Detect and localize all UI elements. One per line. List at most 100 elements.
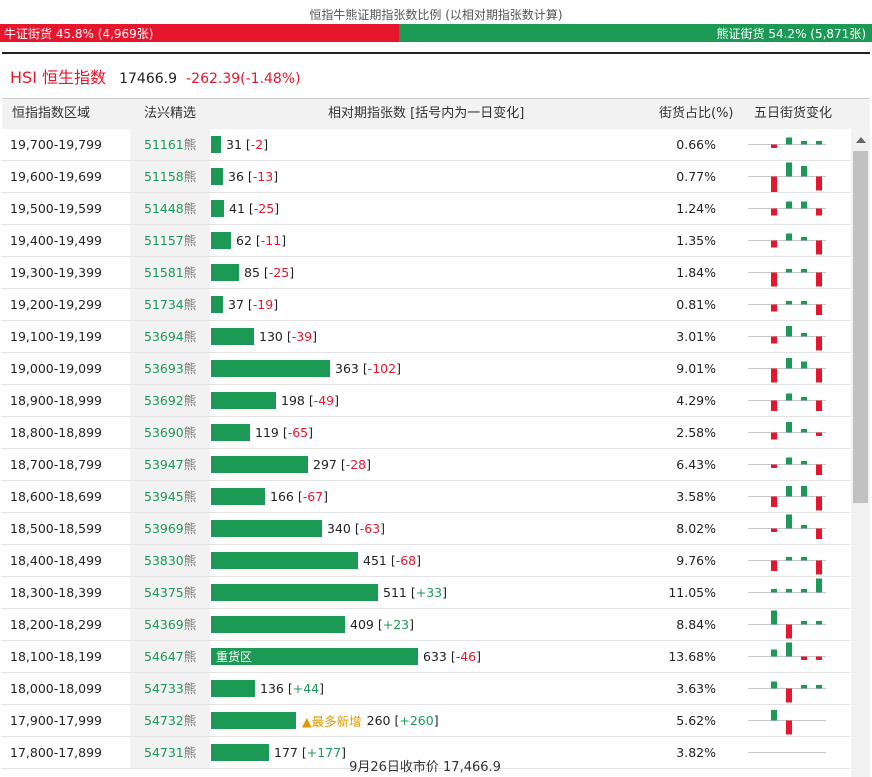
warrant-code[interactable]: 54375熊	[144, 585, 197, 600]
warrant-code[interactable]: 51581熊	[144, 265, 197, 280]
share-percent: 0.77%	[676, 169, 716, 184]
warrant-cell[interactable]: 51734熊	[130, 289, 210, 320]
warrant-code[interactable]: 53690熊	[144, 425, 197, 440]
contracts-value: 363 [-102]	[335, 361, 401, 376]
warrant-cell[interactable]: 54733熊	[130, 673, 210, 704]
spark-bar	[801, 201, 807, 209]
row-range: 19,700-19,799	[10, 137, 102, 152]
warrant-cell[interactable]: 51448熊	[130, 193, 210, 224]
daily-change: +23	[382, 617, 410, 632]
warrant-code[interactable]: 54732熊	[144, 713, 197, 728]
warrant-code[interactable]: 54369熊	[144, 617, 197, 632]
warrant-code[interactable]: 54647熊	[144, 649, 197, 664]
daily-change: -28	[345, 457, 367, 472]
spark-bar	[801, 237, 807, 241]
spark-bar	[816, 368, 822, 383]
spark-bar	[786, 589, 792, 593]
warrant-code[interactable]: 53693熊	[144, 361, 197, 376]
warrant-code[interactable]: 53694熊	[144, 329, 197, 344]
scroll-thumb[interactable]	[853, 151, 868, 503]
spark-bar	[816, 240, 822, 255]
table-row: 19,400-19,499 51157熊 62 [-11] 1.35%	[2, 225, 850, 257]
five-day-spark	[748, 752, 826, 753]
spark-bar	[786, 393, 792, 401]
ratio-title: 恒指牛熊证期指张数比例 (以相对期指张数计算)	[309, 8, 563, 22]
warrant-cell[interactable]: 53693熊	[130, 353, 210, 384]
scrollbar[interactable]	[851, 129, 870, 777]
warrant-cell[interactable]: 54369熊	[130, 609, 210, 640]
daily-change: -25	[253, 201, 275, 216]
warrant-code[interactable]: 53947熊	[144, 457, 197, 472]
warrant-code[interactable]: 51448熊	[144, 201, 197, 216]
share-percent: 3.58%	[676, 489, 716, 504]
warrant-cell[interactable]: 54375熊	[130, 577, 210, 608]
row-range: 19,200-19,299	[10, 297, 102, 312]
spark-bar	[771, 610, 777, 625]
col-warrant: 法兴精选	[144, 106, 197, 121]
contracts-value: 198 [-49]	[281, 393, 340, 408]
warrant-code[interactable]: 53945熊	[144, 489, 197, 504]
index-code: HSI	[10, 68, 37, 87]
warrant-cell[interactable]: 53945熊	[130, 481, 210, 512]
bull-segment: 牛证街货 45.8% (4,969张)	[0, 24, 399, 42]
warrant-cell[interactable]: 54731熊	[130, 737, 210, 768]
warrant-code[interactable]: 51158熊	[144, 169, 197, 184]
warrant-cell[interactable]: 51581熊	[130, 257, 210, 288]
five-day-spark	[748, 557, 826, 575]
contracts-cell: 409 [+23]	[211, 616, 414, 633]
five-day-spark	[748, 137, 826, 148]
spark-bar	[816, 272, 822, 287]
row-range: 18,400-18,499	[10, 553, 102, 568]
spark-bar	[786, 301, 792, 305]
spark-bar	[816, 400, 822, 411]
warrant-code[interactable]: 53969熊	[144, 521, 197, 536]
scroll-up-icon[interactable]	[856, 137, 866, 143]
warrant-cell[interactable]: 53694熊	[130, 321, 210, 352]
daily-change: -102	[367, 361, 397, 376]
contracts-cell: 451 [-68]	[211, 552, 421, 569]
warrant-code[interactable]: 51734熊	[144, 297, 197, 312]
warrant-code[interactable]: 51161熊	[144, 137, 197, 152]
warrant-code[interactable]: 51157熊	[144, 233, 197, 248]
warrant-cell[interactable]: 54732熊	[130, 705, 210, 736]
daily-change: -49	[313, 393, 335, 408]
spark-bar	[801, 525, 807, 529]
warrant-code[interactable]: 54733熊	[144, 681, 197, 696]
contracts-cell: 198 [-49]	[211, 392, 339, 409]
warrant-code[interactable]: 53830熊	[144, 553, 197, 568]
row-range: 19,600-19,699	[10, 169, 102, 184]
warrant-cell[interactable]: 53969熊	[130, 513, 210, 544]
table-row: 18,600-18,699 53945熊 166 [-67] 3.58%	[2, 481, 850, 513]
spark-bar	[786, 642, 792, 657]
contracts-bar	[211, 296, 223, 313]
spark-bar	[786, 557, 792, 561]
warrant-cell[interactable]: 54647熊	[130, 641, 210, 672]
spark-bar	[771, 208, 777, 216]
warrant-cell[interactable]: 53947熊	[130, 449, 210, 480]
spark-bar	[771, 496, 777, 507]
daily-change: +44	[292, 681, 320, 696]
contracts-value: 511 [+33]	[383, 585, 447, 600]
row-range: 18,500-18,599	[10, 521, 102, 536]
warrant-code[interactable]: 53692熊	[144, 393, 197, 408]
contracts-bar	[211, 168, 223, 185]
warrant-cell[interactable]: 53690熊	[130, 417, 210, 448]
warrant-cell[interactable]: 51157熊	[130, 225, 210, 256]
warrant-cell[interactable]: 51161熊	[130, 129, 210, 160]
spark-bar	[771, 304, 777, 312]
five-day-spark	[748, 514, 826, 539]
five-day-spark	[748, 358, 826, 383]
warrant-cell[interactable]: 51158熊	[130, 161, 210, 192]
share-percent: 8.84%	[676, 617, 716, 632]
warrant-cell[interactable]: 53830熊	[130, 545, 210, 576]
spark-bar	[801, 685, 807, 689]
warrant-code[interactable]: 54731熊	[144, 745, 197, 760]
five-day-spark	[748, 486, 826, 511]
bull-label: 牛证街货 45.8% (4,969张)	[4, 26, 154, 41]
warrant-cell[interactable]: 53692熊	[130, 385, 210, 416]
share-percent: 13.68%	[668, 649, 716, 664]
contracts-bar	[211, 680, 255, 697]
contracts-cell: 166 [-67]	[211, 488, 328, 505]
spark-bar	[786, 201, 792, 209]
spark-bar	[816, 141, 822, 145]
